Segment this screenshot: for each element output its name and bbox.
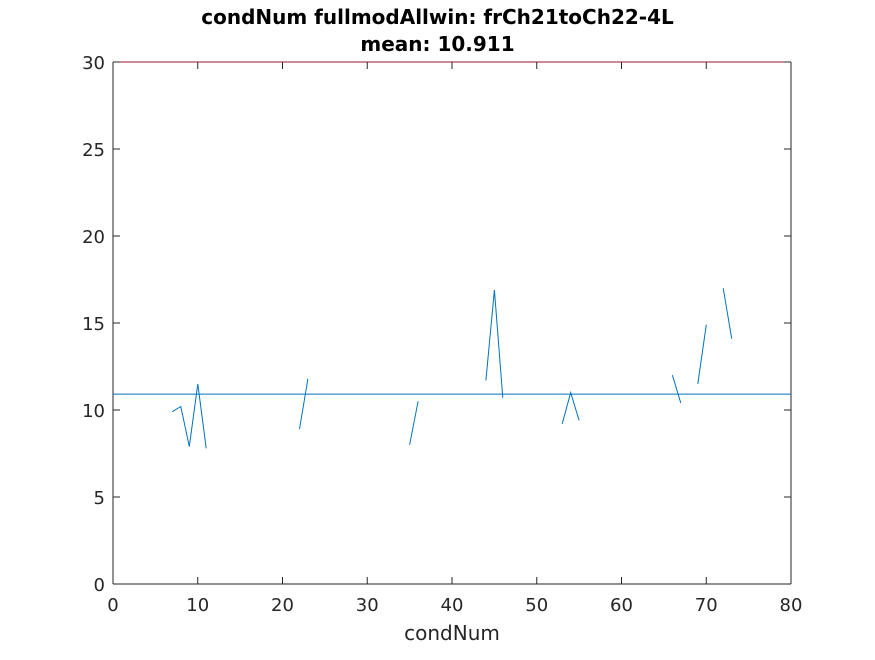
series-segment bbox=[722, 288, 733, 339]
series-segment bbox=[485, 289, 504, 398]
x-tick-label: 40 bbox=[441, 595, 464, 616]
y-tick-label: 0 bbox=[94, 575, 105, 596]
x-tick-label: 70 bbox=[695, 595, 718, 616]
chart-title: condNum fullmodAllwin: frCh21toCh22-4L bbox=[201, 5, 674, 29]
series-segment bbox=[299, 378, 309, 430]
x-tick-label: 30 bbox=[356, 595, 379, 616]
series-segment bbox=[697, 324, 707, 384]
series-segment bbox=[409, 401, 419, 445]
x-tick-label: 0 bbox=[107, 595, 118, 616]
y-tick-label: 25 bbox=[82, 140, 105, 161]
y-tick-label: 20 bbox=[82, 227, 105, 248]
y-tick-label: 5 bbox=[94, 488, 105, 509]
series-segment bbox=[671, 375, 682, 404]
y-tick-label: 15 bbox=[82, 314, 105, 335]
y-tick-label: 30 bbox=[82, 53, 105, 74]
x-tick-label: 80 bbox=[780, 595, 803, 616]
x-tick-label: 20 bbox=[271, 595, 294, 616]
x-tick-label: 10 bbox=[186, 595, 209, 616]
series-segment bbox=[561, 390, 580, 425]
chart-subtitle: mean: 10.911 bbox=[360, 32, 515, 56]
x-axis-label: condNum bbox=[404, 621, 500, 645]
series-segment bbox=[172, 383, 207, 449]
y-tick-label: 10 bbox=[82, 401, 105, 422]
x-tick-label: 50 bbox=[525, 595, 548, 616]
x-tick-label: 60 bbox=[610, 595, 633, 616]
